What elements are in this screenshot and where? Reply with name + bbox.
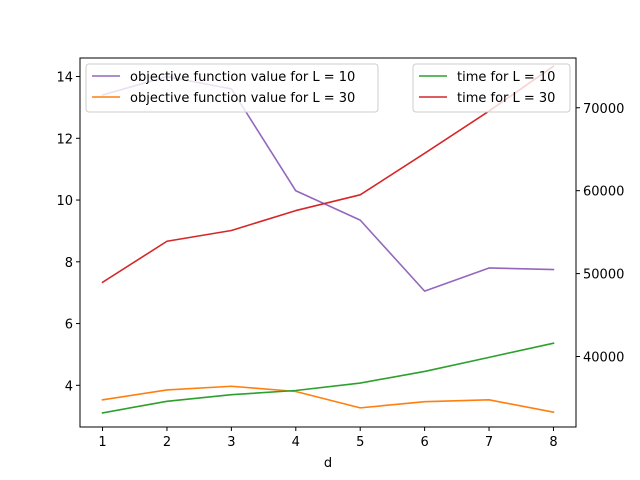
right-y-tick-label: 50000	[583, 268, 624, 283]
series-line-3	[101, 342, 555, 414]
x-tick-label: 8	[549, 435, 557, 450]
right-y-tick-label: 70000	[583, 102, 624, 117]
left-y-tick-label: 12	[56, 132, 73, 147]
x-tick-label: 4	[292, 435, 300, 450]
left-y-tick-label: 10	[56, 194, 73, 209]
left-y-axis: 4 6 8 10 12 14	[56, 71, 80, 394]
legend-left: objective function value for L = 10 objec…	[85, 63, 379, 113]
series-line-4	[101, 65, 555, 284]
x-tick-label: 7	[485, 435, 493, 450]
right-y-axis: 40000 50000 60000 70000	[576, 102, 624, 366]
x-tick-label: 1	[98, 435, 106, 450]
x-tick-label: 6	[420, 435, 428, 450]
right-y-tick-label: 40000	[583, 351, 624, 366]
right-y-tick-label: 60000	[583, 185, 624, 200]
x-axis-label: d	[324, 456, 332, 471]
x-axis: 1 2 3 4 5 6 7 8	[98, 427, 558, 450]
series-line-2	[101, 385, 555, 414]
legend-layer: objective function value for L = 10 objec…	[85, 63, 571, 113]
x-tick-label: 2	[163, 435, 171, 450]
x-tick-label: 3	[227, 435, 235, 450]
left-y-tick-label: 14	[56, 71, 73, 86]
legend-label: time for L = 10	[457, 70, 555, 85]
x-tick-label: 5	[356, 435, 364, 450]
legend-label: objective function value for L = 10	[130, 70, 355, 85]
left-y-tick-label: 8	[65, 256, 73, 271]
legend-label: time for L = 30	[457, 91, 555, 106]
legend-box	[412, 63, 571, 113]
legend-right: time for L = 10 time for L = 30	[412, 63, 571, 113]
legend-label: objective function value for L = 30	[130, 91, 355, 106]
plot-frame	[79, 57, 577, 428]
left-y-tick-label: 6	[65, 318, 73, 333]
left-y-tick-label: 4	[65, 379, 73, 394]
legend-box	[85, 63, 379, 113]
